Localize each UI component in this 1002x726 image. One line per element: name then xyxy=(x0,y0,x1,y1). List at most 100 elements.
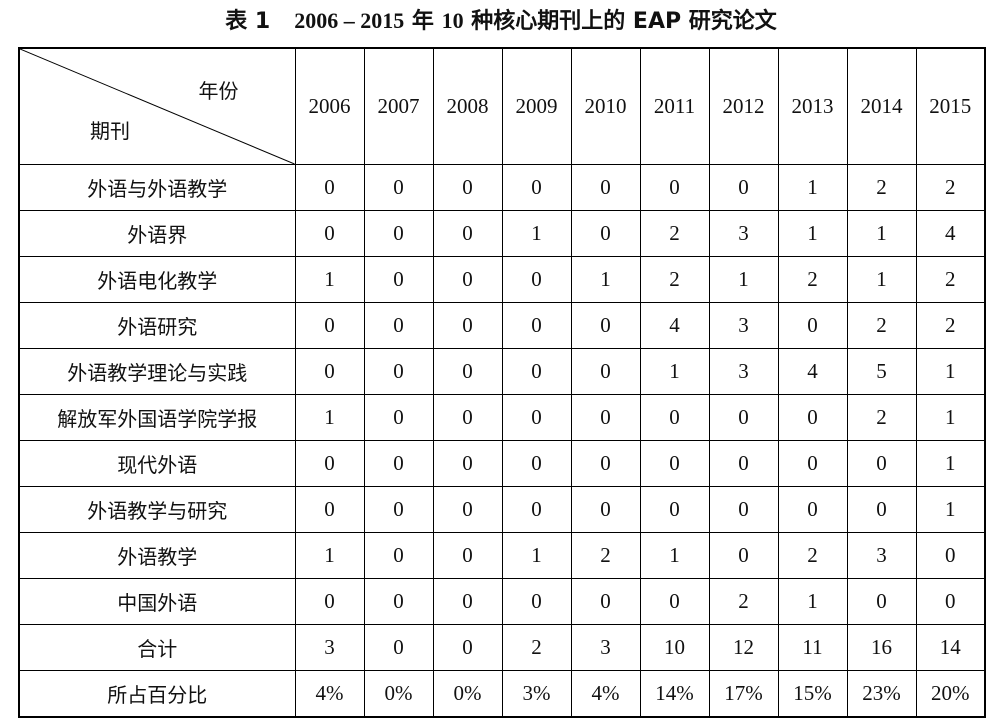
table-row: 外语教学理论与实践 0 0 0 0 0 1 3 4 5 1 xyxy=(18,348,986,395)
year-header-cell: 2010 xyxy=(570,47,641,165)
value-cell: 0 xyxy=(432,440,503,487)
value-cell: 2 xyxy=(639,256,710,303)
value-cell: 1 xyxy=(777,578,848,625)
corner-header-cell: 年份 期刊 xyxy=(18,47,296,165)
value-cell: 2 xyxy=(639,210,710,257)
value-cell: 0 xyxy=(777,302,848,349)
journal-eap-table: 年份 期刊 2006 2007 2008 2009 2010 2011 2012 2013 20… xyxy=(18,47,986,718)
row-label-cell: 所占百分比 xyxy=(18,670,296,718)
value-cell: 4% xyxy=(294,670,365,718)
year-header-cell: 2015 xyxy=(915,47,986,165)
table-row: 中国外语 0 0 0 0 0 0 2 1 0 0 xyxy=(18,578,986,625)
row-label-cell: 外语与外语教学 xyxy=(18,164,296,211)
value-cell: 2 xyxy=(915,164,986,211)
row-label-cell: 中国外语 xyxy=(18,578,296,625)
value-cell: 1 xyxy=(639,532,710,579)
value-cell: 0 xyxy=(363,440,434,487)
year-header-label: 年份 xyxy=(198,79,239,103)
value-cell: 14 xyxy=(915,624,986,671)
value-cell: 0 xyxy=(432,532,503,579)
row-label-cell: 外语教学 xyxy=(18,532,296,579)
value-cell: 1 xyxy=(915,348,986,395)
year-header-cell: 2007 xyxy=(363,47,434,165)
year-header-cell: 2012 xyxy=(708,47,779,165)
value-cell: 1 xyxy=(294,256,365,303)
value-cell: 0 xyxy=(570,302,641,349)
value-cell: 2 xyxy=(708,578,779,625)
value-cell: 0 xyxy=(639,486,710,533)
value-cell: 1 xyxy=(570,256,641,303)
value-cell: 20% xyxy=(915,670,986,718)
value-cell: 4 xyxy=(777,348,848,395)
value-cell: 15% xyxy=(777,670,848,718)
year-header-cell: 2009 xyxy=(501,47,572,165)
value-cell: 0 xyxy=(846,440,917,487)
value-cell: 2 xyxy=(570,532,641,579)
value-cell: 0 xyxy=(501,256,572,303)
value-cell: 0 xyxy=(846,486,917,533)
year-header-cell: 2013 xyxy=(777,47,848,165)
value-cell: 0 xyxy=(777,486,848,533)
value-cell: 0 xyxy=(432,394,503,441)
value-cell: 23% xyxy=(846,670,917,718)
row-label-cell: 合计 xyxy=(18,624,296,671)
caption-count: 10 xyxy=(441,8,464,33)
value-cell: 14% xyxy=(639,670,710,718)
value-cell: 0 xyxy=(363,348,434,395)
value-cell: 2 xyxy=(915,302,986,349)
value-cell: 16 xyxy=(846,624,917,671)
value-cell: 0% xyxy=(363,670,434,718)
value-cell: 0 xyxy=(432,210,503,257)
value-cell: 1 xyxy=(639,348,710,395)
value-cell: 3 xyxy=(708,210,779,257)
value-cell: 0 xyxy=(708,164,779,211)
year-header-cell: 2014 xyxy=(846,47,917,165)
value-cell: 1 xyxy=(777,164,848,211)
value-cell: 0 xyxy=(432,302,503,349)
value-cell: 3% xyxy=(501,670,572,718)
value-cell: 2 xyxy=(915,256,986,303)
value-cell: 0 xyxy=(363,486,434,533)
value-cell: 0 xyxy=(570,440,641,487)
value-cell: 0 xyxy=(570,394,641,441)
value-cell: 0 xyxy=(639,394,710,441)
caption-year-word: 年 xyxy=(411,9,434,34)
value-cell: 0 xyxy=(432,256,503,303)
value-cell: 0 xyxy=(708,440,779,487)
header-row: 年份 期刊 2006 2007 2008 2009 2010 2011 2012 2013 20… xyxy=(18,47,986,165)
value-cell: 17% xyxy=(708,670,779,718)
table-row: 合计 3 0 0 2 3 10 12 11 16 14 xyxy=(18,624,986,671)
value-cell: 0 xyxy=(363,578,434,625)
value-cell: 0 xyxy=(777,440,848,487)
value-cell: 0 xyxy=(432,578,503,625)
table-row: 外语教学 1 0 0 1 2 1 0 2 3 0 xyxy=(18,532,986,579)
value-cell: 0 xyxy=(846,578,917,625)
value-cell: 0 xyxy=(294,210,365,257)
value-cell: 2 xyxy=(501,624,572,671)
value-cell: 3 xyxy=(294,624,365,671)
value-cell: 0 xyxy=(639,578,710,625)
value-cell: 0 xyxy=(363,210,434,257)
value-cell: 0 xyxy=(639,164,710,211)
value-cell: 0 xyxy=(432,164,503,211)
value-cell: 0 xyxy=(363,624,434,671)
value-cell: 0 xyxy=(363,256,434,303)
value-cell: 5 xyxy=(846,348,917,395)
row-label-cell: 现代外语 xyxy=(18,440,296,487)
journal-header-label: 期刊 xyxy=(90,119,130,143)
value-cell: 12 xyxy=(708,624,779,671)
value-cell: 0 xyxy=(363,532,434,579)
value-cell: 0 xyxy=(501,578,572,625)
diagonal-divider xyxy=(20,49,295,164)
value-cell: 0 xyxy=(294,348,365,395)
value-cell: 1 xyxy=(294,394,365,441)
value-cell: 2 xyxy=(846,164,917,211)
value-cell: 0 xyxy=(501,486,572,533)
row-label-cell: 外语界 xyxy=(18,210,296,257)
table-caption: 表 1 2006 – 2015 年 10 种核心期刊上的 EAP 研究论文 xyxy=(0,4,1002,38)
value-cell: 0 xyxy=(432,486,503,533)
value-cell: 0 xyxy=(708,394,779,441)
table-row: 外语与外语教学 0 0 0 0 0 0 0 1 2 2 xyxy=(18,164,986,211)
value-cell: 2 xyxy=(846,394,917,441)
year-header-cell: 2011 xyxy=(639,47,710,165)
